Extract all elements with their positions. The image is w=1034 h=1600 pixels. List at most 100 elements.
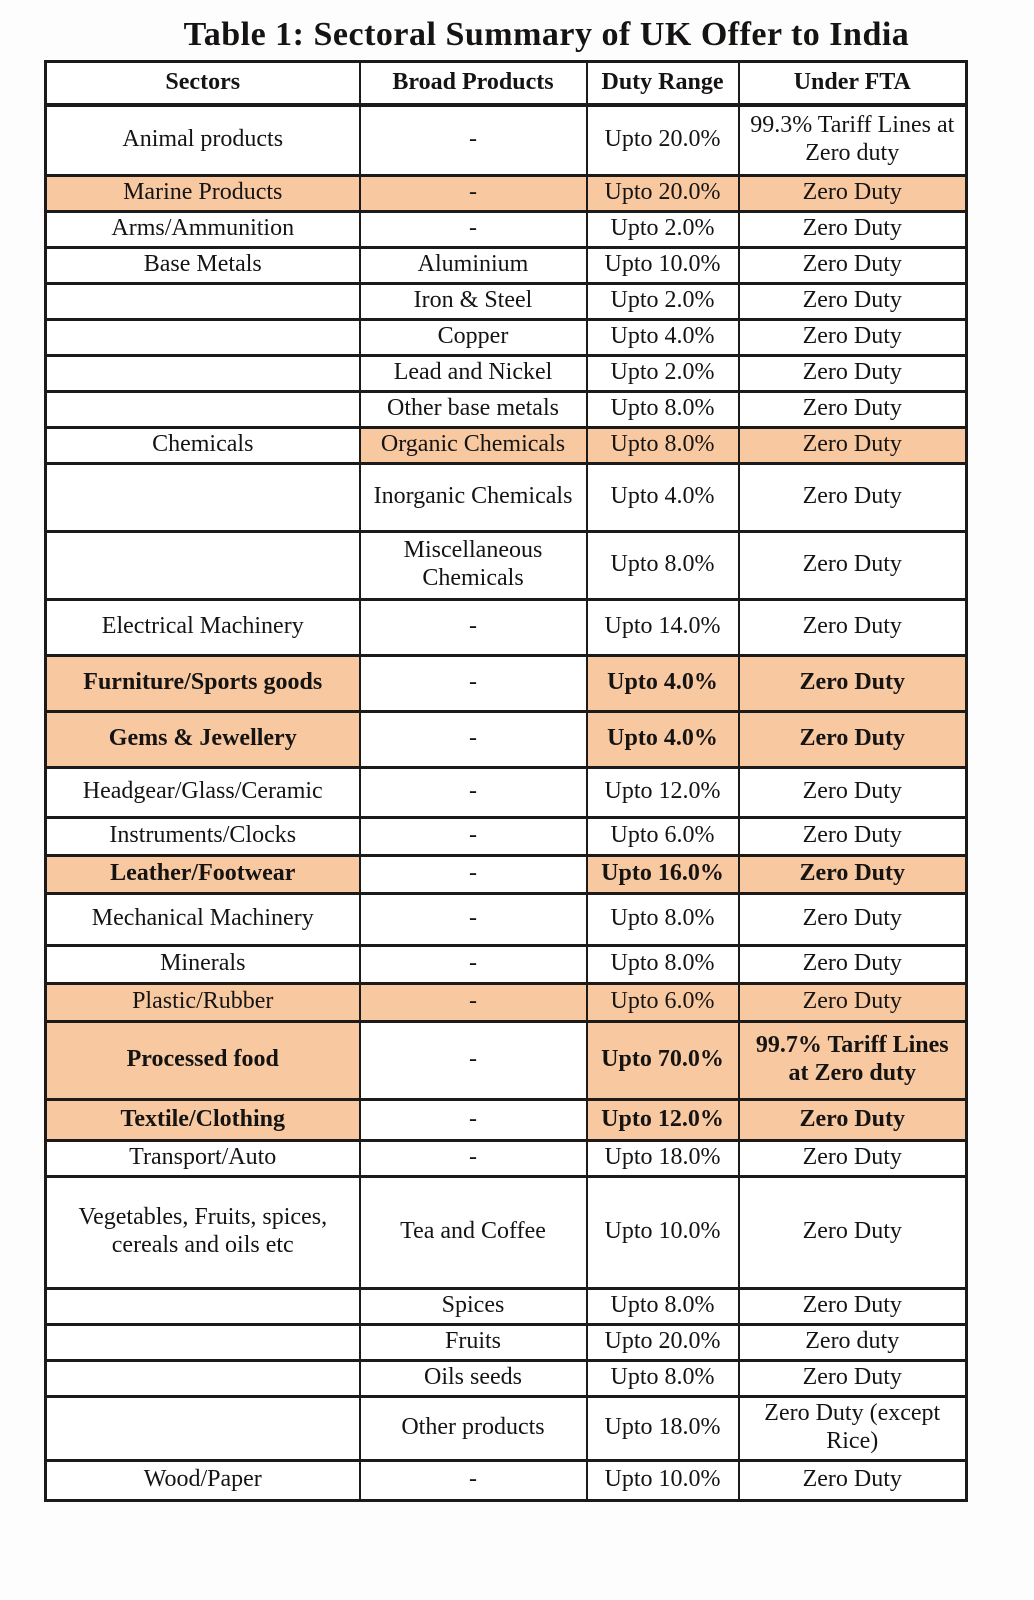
table-row: Headgear/Glass/Ceramic - Upto 12.0% Zero Du… [44,765,968,819]
product-cell: - [358,981,588,1023]
product-cell: - [358,173,588,213]
table-row: Transport/Auto - Upto 18.0% Zero Duty [44,1138,968,1178]
sector-cell: Furniture/Sports goods [44,653,361,713]
sector-cell [44,461,361,533]
sector-cell: Electrical Machinery [44,597,361,657]
table-row: Spices Upto 8.0% Zero Duty [44,1286,968,1326]
duty-cell: Upto 4.0% [585,461,740,533]
product-cell: Organic Chemicals [358,425,588,465]
sector-cell [44,1322,361,1362]
sector-cell: Mechanical Machinery [44,891,361,947]
table-row: Iron & Steel Upto 2.0% Zero Duty [44,281,968,321]
duty-cell: Upto 8.0% [585,425,740,465]
table-row: Gems & Jewellery - Upto 4.0% Zero Duty [44,709,968,769]
fta-cell: Zero Duty [737,765,968,819]
product-cell: - [358,815,588,857]
sector-cell: Arms/Ammunition [44,209,361,249]
fta-cell: Zero Duty [737,281,968,321]
sector-cell: Gems & Jewellery [44,709,361,769]
fta-cell: Zero Duty [737,353,968,393]
duty-cell: Upto 12.0% [585,1097,740,1142]
duty-cell: Upto 6.0% [585,815,740,857]
product-cell: Tea and Coffee [358,1174,588,1290]
sector-cell: Minerals [44,943,361,985]
product-cell: - [358,1097,588,1142]
sector-cell: Plastic/Rubber [44,981,361,1023]
product-cell: - [358,653,588,713]
table-row: Plastic/Rubber - Upto 6.0% Zero Duty [44,981,968,1023]
table-row: Processed food - Upto 70.0% 99.7% Tariff Li… [44,1019,968,1101]
fta-cell: 99.7% Tariff Lines at Zero duty [737,1019,968,1101]
product-cell: - [358,1458,588,1502]
duty-cell: Upto 2.0% [585,281,740,321]
fta-cell: Zero Duty [737,529,968,601]
fta-cell: Zero Duty [737,1138,968,1178]
fta-cell: Zero Duty [737,245,968,285]
product-cell: - [358,765,588,819]
duty-cell: Upto 2.0% [585,353,740,393]
table-row: Wood/Paper - Upto 10.0% Zero Duty [44,1458,968,1502]
table-row: Chemicals Organic Chemicals Upto 8.0% Zero … [44,425,968,465]
sector-cell: Textile/Clothing [44,1097,361,1142]
product-cell: - [358,853,588,895]
product-cell: - [358,103,588,177]
table-row: Leather/Footwear - Upto 16.0% Zero Duty [44,853,968,895]
product-cell: Copper [358,317,588,357]
product-cell: Iron & Steel [358,281,588,321]
sector-cell: Base Metals [44,245,361,285]
product-cell: Aluminium [358,245,588,285]
duty-cell: Upto 4.0% [585,709,740,769]
duty-cell: Upto 18.0% [585,1394,740,1462]
table-row: Marine Products - Upto 20.0% Zero Duty [44,173,968,213]
sector-cell: Instruments/Clocks [44,815,361,857]
fta-cell: Zero Duty [737,1097,968,1142]
table-row: Other base metals Upto 8.0% Zero Duty [44,389,968,429]
fta-cell: Zero Duty [737,981,968,1023]
product-cell: - [358,943,588,985]
table-row: Copper Upto 4.0% Zero Duty [44,317,968,357]
table-row: Inorganic Chemicals Upto 4.0% Zero Duty [44,461,968,533]
sector-cell: Marine Products [44,173,361,213]
sector-cell [44,1394,361,1462]
table-row: Other products Upto 18.0% Zero Duty (excep… [44,1394,968,1462]
duty-cell: Upto 8.0% [585,389,740,429]
fta-cell: Zero Duty [737,653,968,713]
table-row: Minerals - Upto 8.0% Zero Duty [44,943,968,985]
sector-cell: Wood/Paper [44,1458,361,1502]
duty-cell: Upto 20.0% [585,173,740,213]
fta-cell: 99.3% Tariff Lines at Zero duty [737,103,968,177]
fta-cell: Zero Duty [737,209,968,249]
table-row: Vegetables, Fruits, spices, cereals and … [44,1174,968,1290]
duty-cell: Upto 6.0% [585,981,740,1023]
duty-cell: Upto 4.0% [585,653,740,713]
table-row: Animal products - Upto 20.0% 99.3% Tariff L… [44,103,968,177]
fta-cell: Zero Duty (except Rice) [737,1394,968,1462]
product-cell: Inorganic Chemicals [358,461,588,533]
table-row: Electrical Machinery - Upto 14.0% Zero Duty [44,597,968,657]
table-row: Oils seeds Upto 8.0% Zero Duty [44,1358,968,1398]
fta-cell: Zero Duty [737,853,968,895]
product-cell: - [358,597,588,657]
fta-cell: Zero Duty [737,1358,968,1398]
duty-cell: Upto 18.0% [585,1138,740,1178]
product-cell: - [358,709,588,769]
table-row: Base Metals Aluminium Upto 10.0% Zero Duty [44,245,968,285]
duty-cell: Upto 12.0% [585,765,740,819]
sectoral-summary-table: Sectors Broad Products Duty Range Under … [44,60,968,1502]
duty-cell: Upto 8.0% [585,943,740,985]
product-cell: Spices [358,1286,588,1326]
product-cell: Oils seeds [358,1358,588,1398]
duty-cell: Upto 8.0% [585,1286,740,1326]
table-row: Fruits Upto 20.0% Zero duty [44,1322,968,1362]
table-row: Mechanical Machinery - Upto 8.0% Zero Duty [44,891,968,947]
sector-cell: Leather/Footwear [44,853,361,895]
header-cell-under-fta: Under FTA [737,60,968,107]
table-row: Lead and Nickel Upto 2.0% Zero Duty [44,353,968,393]
fta-cell: Zero Duty [737,173,968,213]
fta-cell: Zero Duty [737,815,968,857]
fta-cell: Zero Duty [737,1458,968,1502]
sector-cell [44,389,361,429]
sector-cell: Headgear/Glass/Ceramic [44,765,361,819]
fta-cell: Zero Duty [737,1286,968,1326]
